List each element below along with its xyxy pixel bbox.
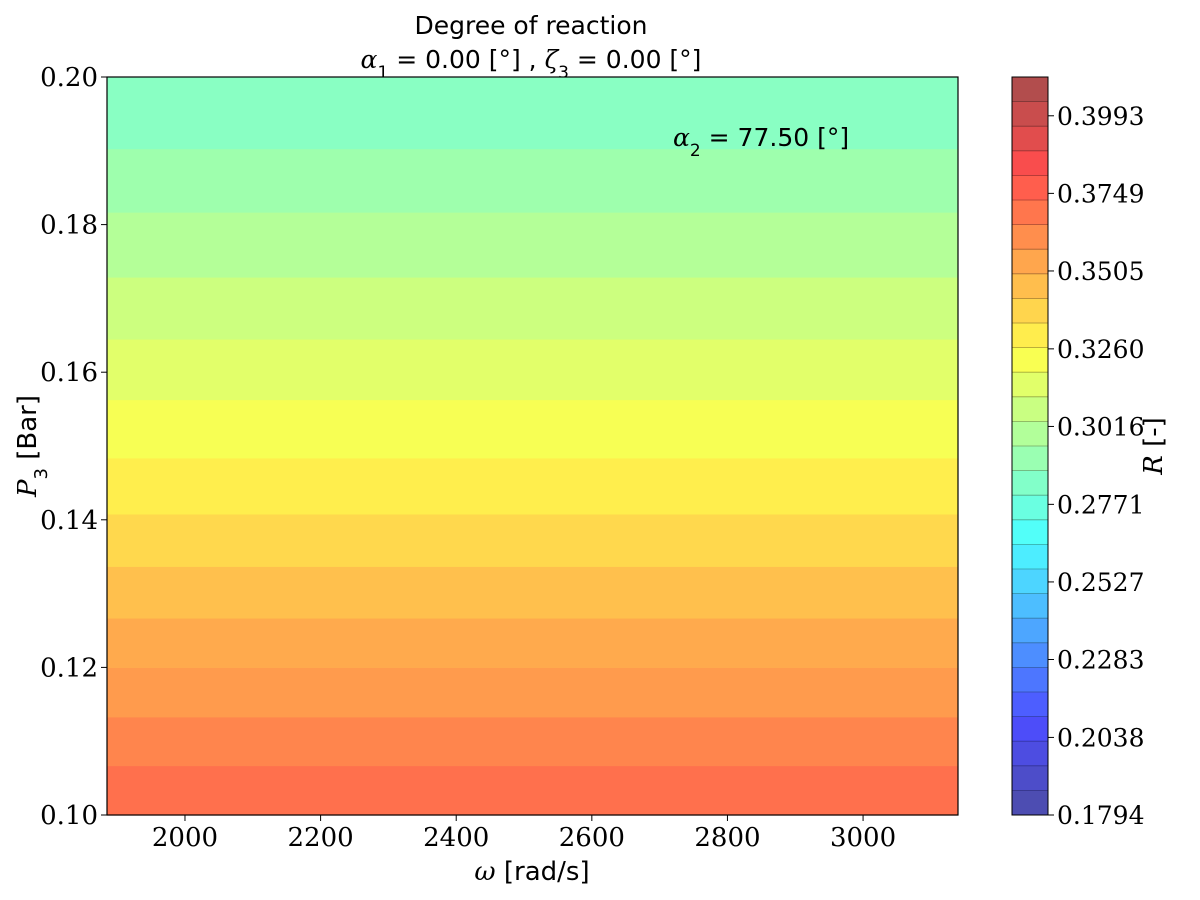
- y-axis-label: P3 [Bar]: [13, 395, 52, 498]
- x-tick-label: 2600: [559, 823, 625, 853]
- contour-band-7: [107, 399, 958, 459]
- x-axis-ticks: 2000 2200 2400 2600 2800 3000: [152, 815, 896, 853]
- contour-band-12: [107, 77, 958, 150]
- colorbar-tick-label: 0.2771: [1057, 490, 1144, 519]
- colorbar-level: [1012, 273, 1048, 299]
- colorbar-level: [1012, 667, 1048, 693]
- colorbar-level: [1012, 716, 1048, 742]
- colorbar-level: [1012, 519, 1048, 545]
- y-tick-label: 0.16: [40, 358, 98, 388]
- y-tick-label: 0.12: [40, 653, 98, 683]
- colorbar-level: [1012, 569, 1048, 594]
- colorbar-level: [1012, 741, 1048, 767]
- x-tick-label: 2000: [152, 823, 218, 853]
- x-tick-label: 3000: [830, 823, 896, 853]
- alpha2-annotation: α2 = 77.50 [°]: [673, 123, 849, 161]
- x-axis-label: ω [rad/s]: [474, 857, 589, 887]
- colorbar-level: [1012, 618, 1048, 644]
- colorbar-level: [1012, 446, 1048, 471]
- contour-band-0: [107, 765, 958, 816]
- chart-title-line2: α1 = 0.00 [°] , ζ3 = 0.00 [°]: [361, 45, 702, 83]
- colorbar-level: [1012, 126, 1048, 152]
- colorbar-level: [1012, 790, 1048, 816]
- colorbar-level: [1012, 347, 1048, 373]
- x-tick-label: 2200: [288, 823, 354, 853]
- colorbar-level: [1012, 77, 1048, 102]
- y-tick-label: 0.20: [40, 63, 98, 93]
- colorbar-level: [1012, 150, 1048, 176]
- y-tick-label: 0.18: [40, 211, 98, 241]
- colorbar-level: [1012, 765, 1048, 791]
- y-tick-label: 0.14: [40, 506, 98, 536]
- x-tick-label: 2400: [423, 823, 489, 853]
- colorbar-frame: [1011, 76, 1049, 816]
- contour-band-4: [107, 566, 958, 619]
- colorbar-level: [1012, 175, 1048, 201]
- colorbar-tick-label: 0.3260: [1057, 335, 1144, 364]
- colorbar-tick-label: 0.1794: [1057, 801, 1144, 830]
- colorbar-level: [1012, 396, 1048, 422]
- colorbar-level: [1012, 323, 1048, 348]
- colorbar-level: [1012, 200, 1048, 225]
- contour-band-10: [107, 212, 958, 278]
- contour-band-11: [107, 148, 958, 213]
- colorbar-tick-label: 0.2283: [1057, 646, 1144, 675]
- contour-band-1: [107, 716, 958, 767]
- y-axis-ticks: 0.10 0.12 0.14 0.16 0.18 0.20: [40, 63, 107, 831]
- colorbar-level: [1012, 544, 1048, 570]
- colorbar-tick-label: 0.3993: [1057, 102, 1144, 131]
- colorbar-level: [1012, 101, 1048, 127]
- colorbar-level: [1012, 421, 1048, 447]
- colorbar: [1012, 77, 1048, 816]
- colorbar-tick-label: 0.2038: [1057, 723, 1144, 752]
- y-tick-label: 0.10: [40, 801, 98, 831]
- colorbar-level: [1012, 298, 1048, 324]
- colorbar-tick-label: 0.3749: [1057, 179, 1144, 208]
- colorbar-tick-label: 0.2527: [1057, 568, 1144, 597]
- colorbar-level: [1012, 372, 1048, 398]
- colorbar-label: R [-]: [1139, 417, 1169, 476]
- colorbar-ticks: 0.1794 0.2038 0.2283 0.2527 0.2771 0.3016 0.32…: [1048, 102, 1144, 830]
- contour-band-9: [107, 276, 958, 340]
- colorbar-level: [1012, 642, 1048, 668]
- colorbar-level: [1012, 495, 1048, 521]
- colorbar-level: [1012, 593, 1048, 619]
- colorbar-tick-label: 0.3505: [1057, 257, 1144, 286]
- contour-band-6: [107, 457, 958, 515]
- plot-frame: [106, 76, 959, 816]
- colorbar-tick-label: 0.3016: [1057, 412, 1144, 441]
- colorbar-level: [1012, 692, 1048, 717]
- x-tick-label: 2800: [694, 823, 760, 853]
- contour-band-5: [107, 513, 958, 567]
- colorbar-level: [1012, 224, 1048, 250]
- colorbar-level: [1012, 249, 1048, 275]
- colorbar-level: [1012, 470, 1048, 496]
- contour-bands: [107, 77, 958, 816]
- chart-title-line1: Degree of reaction: [414, 11, 647, 40]
- contour-band-3: [107, 617, 958, 668]
- contour-band-8: [107, 338, 958, 401]
- contour-band-2: [107, 667, 958, 718]
